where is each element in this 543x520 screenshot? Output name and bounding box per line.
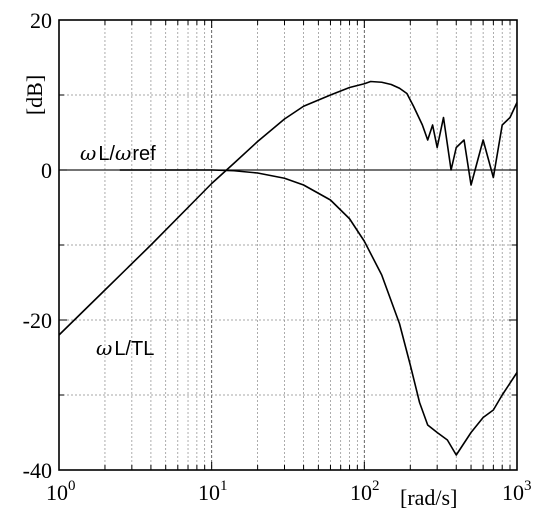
series-annotation: ω L/ωref bbox=[80, 141, 156, 165]
y-tick-label: 20 bbox=[30, 8, 52, 33]
x-tick-label: 101 bbox=[198, 478, 228, 505]
series-layer bbox=[58, 80, 518, 456]
series-annotation: ω L/TL bbox=[96, 336, 154, 360]
x-tick-label: 103 bbox=[502, 478, 532, 505]
series-line-1 bbox=[119, 169, 518, 456]
grid-lines bbox=[59, 20, 517, 470]
x-tick-label: 102 bbox=[350, 478, 380, 505]
y-axis-label: [dB] bbox=[22, 75, 47, 115]
y-tick-label: -20 bbox=[23, 308, 52, 333]
x-tick-label: 100 bbox=[46, 478, 76, 505]
tick-marks bbox=[58, 19, 517, 471]
x-axis-label: [rad/s] bbox=[400, 485, 457, 510]
series-line-2 bbox=[58, 80, 518, 336]
y-tick-label: -40 bbox=[23, 458, 52, 483]
y-tick-label: 0 bbox=[41, 158, 52, 183]
